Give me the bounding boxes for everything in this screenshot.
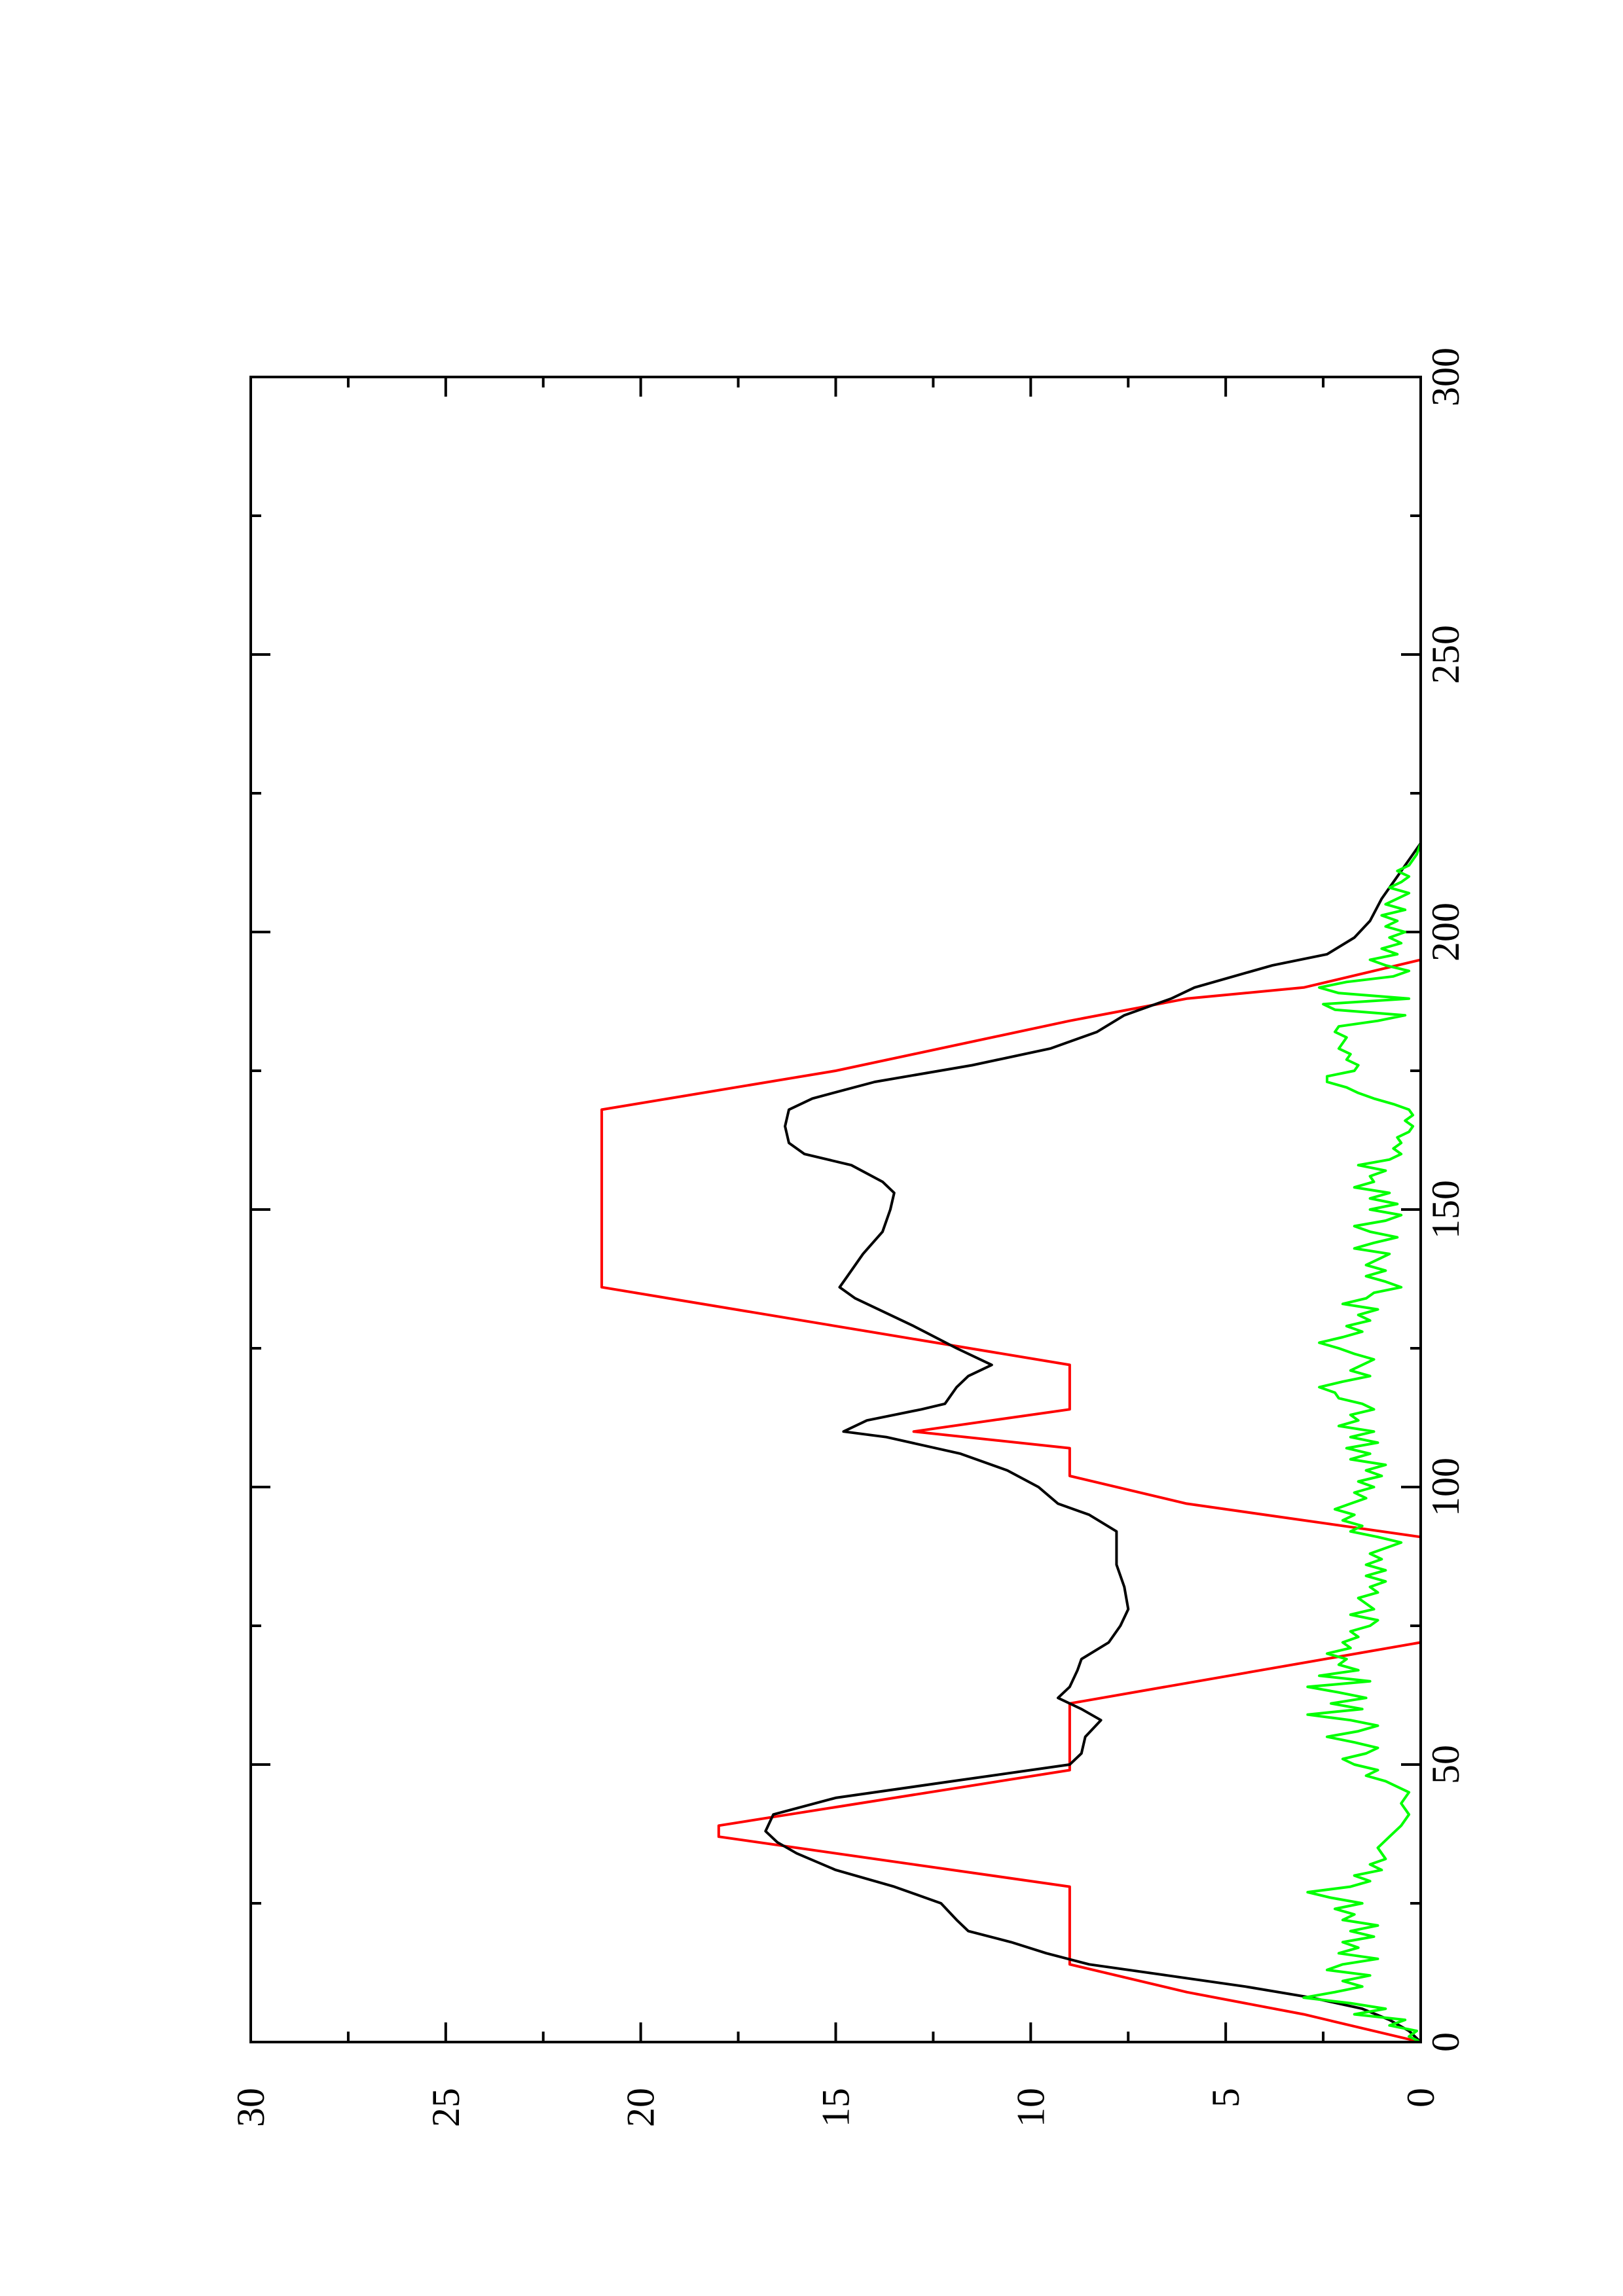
- y-tick-label-6: 30: [229, 2088, 272, 2127]
- black-series-line: [764, 842, 1422, 2043]
- x-tick-label-3: 150: [1424, 1180, 1467, 1239]
- y-tick-label-4: 20: [619, 2088, 663, 2127]
- x-tick-label-2: 100: [1424, 1458, 1467, 1516]
- chart-series: [600, 842, 1422, 2043]
- y-tick-label-2: 10: [1009, 2088, 1052, 2127]
- x-tick-label-1: 50: [1424, 1745, 1467, 1784]
- x-tick-label-0: 0: [1424, 2032, 1467, 2052]
- y-tick-label-5: 25: [424, 2088, 467, 2127]
- y-tick-label-1: 5: [1204, 2088, 1247, 2108]
- axis-ticks: [249, 376, 1422, 2043]
- x-tick-label-5: 250: [1424, 625, 1467, 684]
- plot-frame: [249, 376, 1422, 2043]
- x-tick-label-6: 300: [1424, 348, 1467, 406]
- red-series-line: [600, 843, 1422, 2043]
- x-tick-label-4: 200: [1424, 903, 1467, 961]
- y-tick-label-0: 0: [1399, 2088, 1442, 2108]
- y-tick-label-3: 15: [814, 2088, 858, 2127]
- tick-labels: 0 50 100 150 200 250 300 0 5 10 15 20 25 30: [229, 348, 1467, 2127]
- green-series-line: [1302, 842, 1422, 2043]
